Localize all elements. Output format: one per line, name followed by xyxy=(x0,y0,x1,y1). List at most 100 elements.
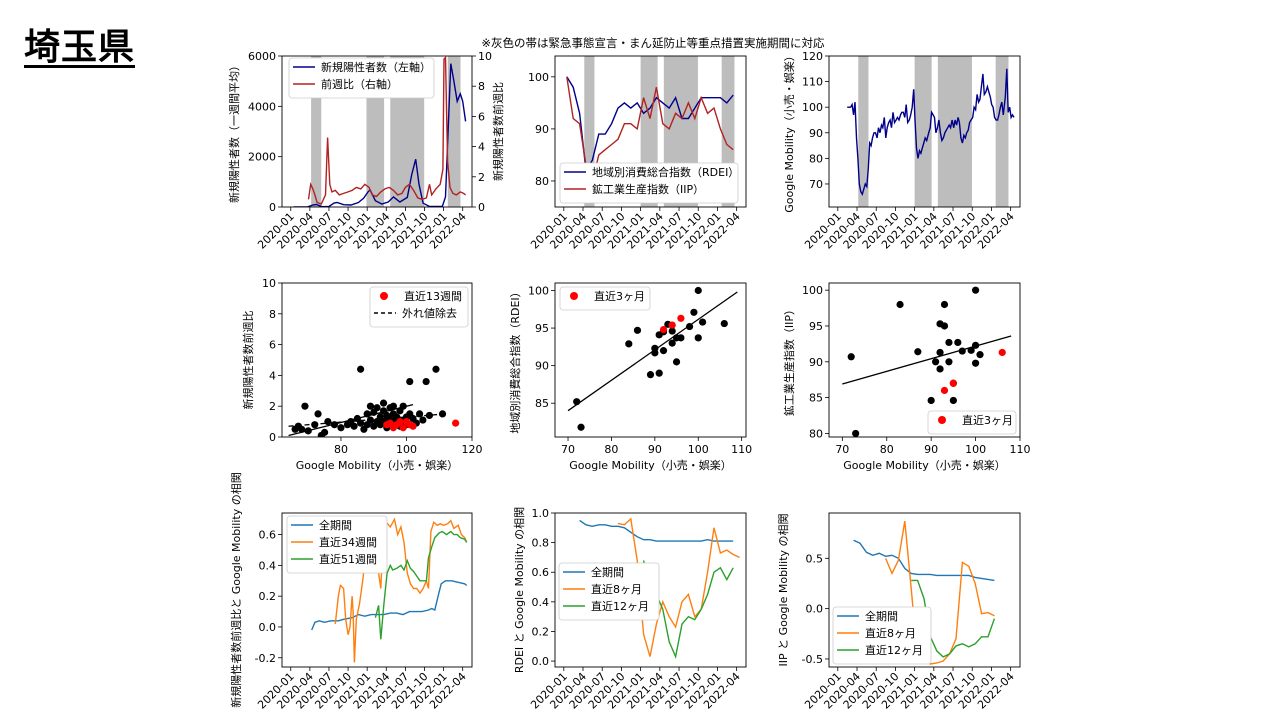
series-line-cases-wow xyxy=(307,56,467,205)
scatter-point-recent xyxy=(940,386,949,395)
scatter-point xyxy=(668,339,676,347)
scatter-point xyxy=(685,322,694,331)
y-tick-label: 100 xyxy=(802,284,823,297)
scatter-point xyxy=(324,418,332,426)
scatter-point-recent xyxy=(677,314,685,322)
y-axis-label: Google Mobility（小売・娯楽） xyxy=(782,50,796,212)
y-tick-label: 95 xyxy=(535,322,549,335)
legend-label: 直近8ヶ月 xyxy=(591,582,642,596)
series-line-corr-iip xyxy=(853,539,995,582)
scatter-point xyxy=(373,404,381,412)
y-tick-label: 80 xyxy=(809,152,823,165)
series-line-cases-wow xyxy=(293,63,467,207)
scatter-point xyxy=(677,334,685,342)
scatter-point-recent xyxy=(452,419,460,427)
regression-line xyxy=(842,335,1012,385)
series-line-corr-rdei xyxy=(579,519,734,542)
y-tick-label: 90 xyxy=(535,123,549,136)
legend-label: 新規陽性者数（左軸） xyxy=(321,60,431,74)
y-tick-label: 80 xyxy=(535,175,549,188)
scatter-point xyxy=(422,377,430,386)
y-axis-label: 新規陽性者数前週比 xyxy=(241,311,255,410)
scatter-point xyxy=(668,327,676,335)
legend-label: 直近13週間 xyxy=(404,289,462,303)
y-tick-label: 4000 xyxy=(248,100,276,113)
x-tick-label: 80 xyxy=(880,443,894,456)
scatter-point xyxy=(694,334,702,342)
plot-frame xyxy=(828,55,1021,208)
y-axis-label: 新規陽性者数前週比と Google Mobility の相関 xyxy=(229,472,243,707)
scatter-point xyxy=(976,351,984,359)
x-tick-label: 90 xyxy=(648,443,662,456)
scatter-point xyxy=(659,347,668,355)
y-axis-label: 新規陽性者数（一週間平均） xyxy=(227,60,241,203)
y-tick-label: 120 xyxy=(802,50,823,63)
y-tick-label: 6 xyxy=(269,339,276,352)
y-tick-label: 0.0 xyxy=(532,655,550,668)
y-tick-label: 4 xyxy=(269,369,276,382)
plot-frame xyxy=(281,55,473,208)
scatter-point xyxy=(651,344,659,352)
plot-frame xyxy=(828,512,1021,668)
y-tick-label: 10 xyxy=(478,50,492,63)
scatter-point-recent xyxy=(659,325,668,334)
y-axis-label: IIP と Google Mobility の相関 xyxy=(777,513,790,666)
legend-box xyxy=(559,286,651,311)
y-tick-label: 0.5 xyxy=(806,552,824,565)
legend-label: 地域別消費総合指数（RDEI） xyxy=(592,165,739,179)
legend-label: 前週比（右軸） xyxy=(321,77,398,91)
scatter-point xyxy=(945,358,953,366)
legend-box xyxy=(288,57,435,99)
x-tick-label: 110 xyxy=(731,443,752,456)
series-line-corr-cases xyxy=(374,530,468,640)
scatter-point xyxy=(852,429,860,437)
scatter-point xyxy=(936,348,944,357)
legend-label: 直近8ヶ月 xyxy=(865,626,916,640)
scatter-point xyxy=(940,322,949,330)
scatter-point xyxy=(357,419,365,427)
scatter-point xyxy=(936,365,944,373)
legend-label: 直近12ヶ月 xyxy=(865,643,923,657)
y-tick-label: 80 xyxy=(809,427,823,440)
y-tick-label: 0.4 xyxy=(259,559,277,572)
y-tick-label: 0.2 xyxy=(259,590,277,603)
scatter-point-recent xyxy=(949,379,957,387)
y-tick-label: 0 xyxy=(269,201,276,214)
series-line-mobility xyxy=(847,68,1015,196)
y-tick-label: 85 xyxy=(809,392,823,405)
y-tick-label: 0 xyxy=(478,201,485,214)
y-tick-label: 10 xyxy=(262,277,276,290)
scatter-point xyxy=(940,300,949,309)
scatter-point xyxy=(419,416,427,424)
y-tick-label: 2 xyxy=(478,171,485,184)
scatter-point xyxy=(896,300,904,309)
scatter-point xyxy=(425,411,434,420)
y-tick-label: 8 xyxy=(478,80,485,93)
y-tick-label: 100 xyxy=(528,71,549,84)
scatter-point xyxy=(694,286,702,295)
x-axis-label: Google Mobility（小売・娯楽） xyxy=(296,458,458,472)
y-tick-label: 0.0 xyxy=(806,603,824,616)
y2-axis-label: 新規陽性者数前週比 xyxy=(491,82,505,181)
x-tick-label: 90 xyxy=(924,443,938,456)
scatter-point xyxy=(301,402,309,410)
y-tick-label: 2 xyxy=(269,400,276,413)
plot-frame xyxy=(554,55,747,208)
scatter-point xyxy=(304,427,312,435)
scatter-point-recent xyxy=(668,321,676,329)
y-tick-label: 4 xyxy=(478,141,485,154)
series-line-corr-cases xyxy=(334,517,468,663)
shade-band xyxy=(447,56,461,207)
y-tick-label: 70 xyxy=(809,178,823,191)
x-tick-label: 80 xyxy=(604,443,618,456)
y-tick-label: 90 xyxy=(809,356,823,369)
scatter-point xyxy=(415,410,424,418)
plot-frame xyxy=(281,282,473,438)
y-tick-label: 0.8 xyxy=(532,537,550,550)
plot-frame xyxy=(281,512,473,668)
shading-note: ※灰色の帯は緊急事態宣言・まん延防止等重点措置実施期間に対応 xyxy=(481,36,825,50)
shade-band xyxy=(937,56,972,207)
scatter-point xyxy=(357,365,365,373)
